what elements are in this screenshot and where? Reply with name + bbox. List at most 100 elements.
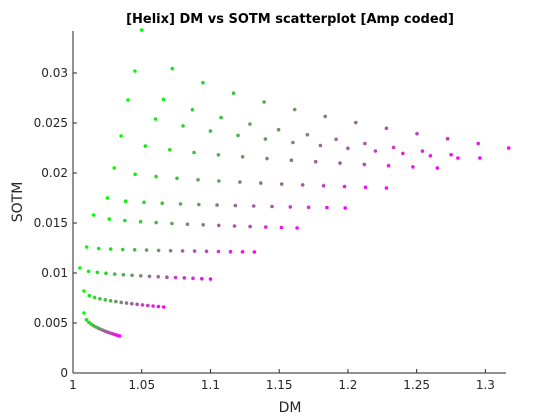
- data-point: [92, 295, 97, 300]
- data-point: [401, 151, 405, 156]
- data-point: [240, 250, 245, 254]
- data-point: [411, 165, 415, 169]
- data-point: [190, 108, 195, 112]
- data-point: [233, 203, 238, 208]
- data-point: [84, 245, 89, 249]
- data-point: [156, 248, 161, 253]
- data-point: [160, 201, 164, 205]
- data-point: [373, 149, 378, 153]
- data-point: [191, 276, 195, 281]
- data-point: [238, 180, 242, 184]
- data-points: [78, 28, 511, 338]
- data-point: [208, 129, 213, 133]
- data-point: [318, 143, 323, 148]
- data-point: [334, 137, 338, 142]
- data-point: [104, 271, 108, 276]
- data-point: [435, 166, 440, 170]
- data-point: [168, 148, 172, 152]
- data-point: [363, 185, 368, 190]
- data-point: [259, 181, 263, 185]
- data-point: [201, 80, 205, 85]
- data-point: [506, 146, 511, 150]
- data-point: [87, 293, 92, 298]
- data-point: [86, 269, 91, 274]
- data-point: [292, 107, 297, 112]
- data-point: [161, 97, 166, 102]
- data-point: [173, 275, 178, 280]
- data-point: [456, 156, 460, 160]
- y-axis-title: SOTM: [10, 182, 26, 223]
- data-point: [112, 166, 116, 170]
- data-point: [123, 218, 127, 223]
- data-point: [291, 140, 295, 145]
- data-point: [139, 28, 144, 32]
- data-point: [96, 246, 101, 251]
- data-point: [264, 225, 268, 229]
- data-point: [143, 144, 148, 148]
- data-point: [300, 183, 305, 187]
- data-point: [146, 303, 150, 308]
- data-point: [133, 69, 137, 73]
- data-point: [420, 149, 425, 153]
- data-point: [138, 219, 143, 224]
- data-point: [168, 248, 173, 253]
- data-point: [478, 156, 482, 160]
- data-point: [386, 163, 391, 168]
- data-point: [476, 141, 481, 146]
- data-point: [153, 117, 158, 121]
- y-tick-label: 0.025: [34, 116, 68, 130]
- data-point: [236, 133, 240, 138]
- data-point: [215, 203, 219, 207]
- data-point: [342, 184, 347, 189]
- data-point: [313, 159, 318, 164]
- data-point: [82, 311, 86, 315]
- data-point: [151, 304, 155, 308]
- data-point: [130, 273, 134, 278]
- data-point: [144, 248, 149, 252]
- data-point: [276, 127, 281, 132]
- data-point: [161, 305, 166, 309]
- x-tick-label: 1.1: [201, 378, 220, 392]
- data-point: [82, 289, 86, 293]
- data-point: [124, 301, 129, 305]
- data-point: [305, 132, 310, 137]
- data-point: [121, 272, 126, 277]
- data-point: [154, 220, 158, 225]
- data-point: [103, 298, 108, 302]
- x-tick-label: 1: [69, 378, 77, 392]
- data-point: [204, 249, 209, 254]
- data-point: [142, 200, 146, 205]
- data-point: [288, 205, 293, 209]
- data-point: [384, 126, 389, 131]
- data-point: [154, 174, 158, 179]
- y-axis-ticks: 0 0.005 0.01 0.015 0.02 0.025 0.03: [34, 66, 77, 380]
- data-point: [279, 182, 284, 186]
- data-point: [192, 249, 197, 253]
- x-axis-ticks: 1 1.05 1.1 1.15 1.2 1.25 1.3: [69, 369, 495, 392]
- data-point: [117, 334, 122, 338]
- data-point: [240, 155, 245, 159]
- data-point: [107, 217, 112, 221]
- data-point: [201, 223, 205, 227]
- data-point: [208, 277, 213, 281]
- y-tick-label: 0.02: [41, 166, 68, 180]
- data-point: [219, 115, 223, 120]
- data-point: [133, 172, 137, 177]
- data-point: [217, 223, 221, 228]
- data-point: [108, 247, 113, 251]
- data-point: [170, 66, 175, 71]
- data-point: [120, 247, 125, 252]
- data-point: [132, 248, 137, 252]
- data-point: [325, 205, 329, 210]
- data-point: [200, 276, 204, 281]
- data-point: [192, 150, 196, 155]
- data-point: [180, 249, 185, 253]
- data-point: [105, 196, 110, 200]
- data-point: [265, 156, 269, 161]
- data-point: [130, 301, 134, 306]
- x-tick-label: 1.25: [403, 378, 430, 392]
- data-point: [217, 179, 221, 183]
- data-point: [232, 224, 237, 228]
- data-point: [252, 250, 257, 254]
